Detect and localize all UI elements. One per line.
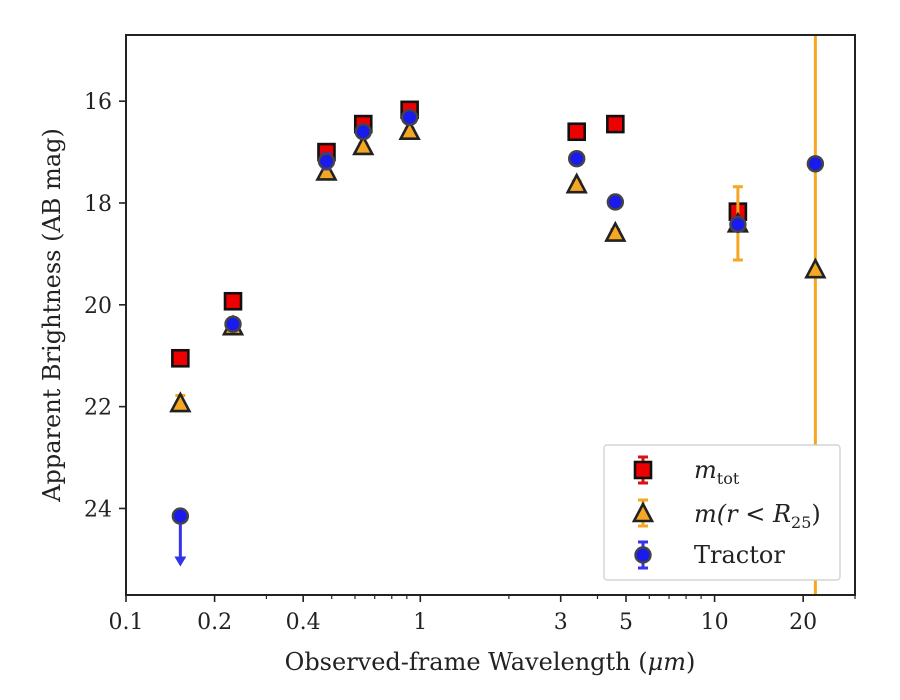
x-axis-label: Observed-frame Wavelength (μm) — [285, 648, 696, 676]
point-tractor-8 — [806, 155, 825, 173]
point-mtot-1 — [223, 291, 243, 311]
point-tractor-6 — [606, 193, 625, 211]
point-tractor-1 — [224, 315, 242, 333]
point-mr25-8 — [804, 257, 827, 279]
point-tractor-7 — [729, 215, 747, 234]
legend-label-mtot: mtot — [694, 456, 740, 488]
point-mtot-6 — [606, 114, 625, 134]
axis-ticks: 0.1 0.2 0.4 1 3 5 10 20 16 18 20 22 24 — [84, 90, 856, 635]
point-tractor-5 — [568, 150, 586, 168]
point-mtot-5 — [567, 122, 587, 142]
point-tractor-4 — [400, 108, 419, 127]
legend: mtot m(r < R25) Tractor — [603, 444, 841, 581]
x-tick-label-6: 10 — [701, 610, 729, 635]
legend-marker-mtot — [633, 460, 653, 480]
point-mr25-2 — [315, 159, 338, 181]
point-tractor-0 — [171, 507, 190, 525]
legend-marker-tractor — [634, 546, 652, 564]
x-tick-label-5: 5 — [619, 610, 633, 635]
point-mr25-5 — [565, 172, 588, 194]
legend-label-mr25: m(r < R25) — [694, 500, 821, 532]
y-axis-label: Apparent Brightness (AB mag) — [38, 128, 66, 503]
y-tick-label-0: 16 — [84, 90, 112, 115]
x-tick-label-0: 0.1 — [109, 610, 144, 635]
y-tick-label-3: 22 — [84, 396, 112, 421]
plot-frame — [125, 34, 856, 596]
x-tick-label-2: 0.4 — [286, 610, 321, 635]
y-tick-label-2: 20 — [84, 294, 112, 319]
x-tick-label-7: 20 — [789, 610, 817, 635]
legend-label-tractor: Tractor — [694, 541, 785, 569]
point-tractor-3 — [354, 123, 372, 141]
legend-box — [603, 444, 841, 581]
point-tractor-2 — [317, 152, 336, 170]
y-tick-label-4: 24 — [84, 497, 112, 522]
point-mtot-0 — [171, 348, 190, 368]
point-mr25-0 — [169, 391, 192, 413]
y-tick-label-1: 18 — [84, 192, 112, 217]
legend-markers — [631, 455, 655, 570]
legend-marker-mr25 — [631, 501, 655, 523]
point-mr25-6 — [604, 220, 627, 242]
x-tick-label-1: 0.2 — [197, 610, 232, 635]
point-mr25-4 — [398, 118, 421, 141]
point-mr25-3 — [352, 134, 375, 156]
x-tick-label-4: 3 — [554, 610, 568, 635]
x-tick-label-3: 1 — [413, 610, 427, 635]
